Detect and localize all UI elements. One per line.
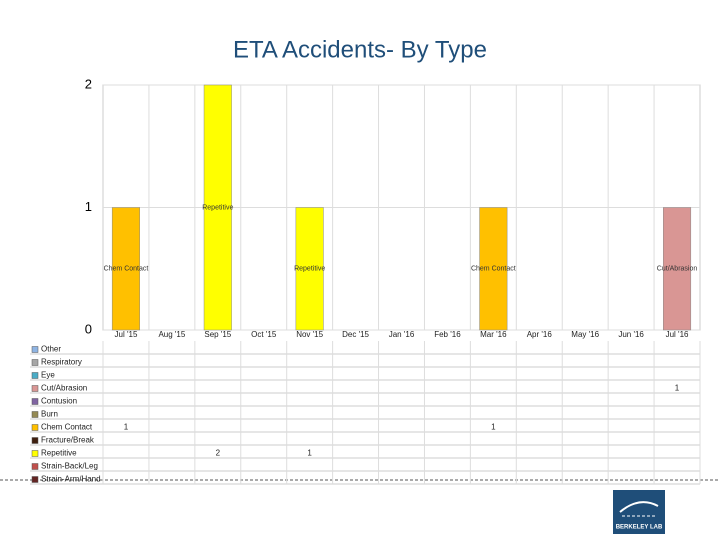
bar-series-label: Repetitive (202, 204, 233, 211)
legend-label: Respiratory (41, 358, 82, 367)
legend-label: Strain-Arm/Hand (41, 475, 101, 484)
logo-box (613, 490, 665, 534)
x-tick-label: May '16 (571, 330, 599, 339)
legend-swatch (31, 359, 39, 366)
x-tick-label: Jan '16 (389, 330, 415, 339)
table-cell: 1 (675, 384, 680, 393)
x-tick-label: Feb '16 (434, 330, 461, 339)
bar (479, 207, 508, 331)
legend-label: Contusion (41, 397, 77, 406)
x-tick-label: Apr '16 (527, 330, 553, 339)
x-tick-label: Jul '16 (666, 330, 689, 339)
legend-label: Fracture/Break (41, 436, 95, 445)
x-tick-label: Nov '15 (296, 330, 323, 339)
x-tick-label: Jun '16 (618, 330, 644, 339)
legend-swatch (31, 476, 39, 483)
bar-series-label: Chem Contact (104, 266, 149, 273)
legend-label: Repetitive (41, 449, 77, 458)
legend-swatch (31, 372, 39, 379)
x-tick-label: Oct '15 (251, 330, 277, 339)
x-tick-label: Aug '15 (158, 330, 185, 339)
logo-text: BERKELEY LAB (616, 525, 663, 531)
legend-swatch (31, 385, 39, 392)
legend-swatch (31, 437, 39, 444)
table-cell: 1 (307, 449, 312, 458)
logo-arc (619, 501, 659, 513)
table-cell: 1 (491, 423, 496, 432)
x-tick-label: Mar '16 (480, 330, 507, 339)
y-tick-label: 2 (85, 76, 92, 91)
legend-swatch (31, 346, 39, 353)
legend-label: Other (41, 345, 61, 354)
legend-swatch (31, 398, 39, 405)
logo: BERKELEY LAB (613, 490, 665, 534)
legend-label: Chem Contact (41, 423, 93, 432)
x-tick-label: Sep '15 (204, 330, 231, 339)
table-cell: 1 (124, 423, 129, 432)
bar (111, 207, 140, 331)
legend-swatch (31, 463, 39, 470)
legend-label: Eye (41, 371, 55, 380)
legend-label: Burn (41, 410, 58, 419)
bar (203, 84, 232, 331)
legend-label: Cut/Abrasion (41, 384, 87, 393)
bar-series-label: Cut/Abrasion (657, 266, 698, 273)
chart-title: ETA Accidents- By Type (233, 36, 487, 63)
legend-swatch (31, 411, 39, 418)
legend-label: Strain-Back/Leg (41, 462, 98, 471)
y-tick-label: 0 (85, 321, 92, 336)
bar (295, 207, 324, 331)
legend-swatch (31, 450, 39, 457)
y-tick-label: 1 (85, 199, 92, 214)
bar-series-label: Chem Contact (471, 266, 516, 273)
x-tick-label: Dec '15 (342, 330, 369, 339)
x-tick-label: Jul '15 (115, 330, 138, 339)
table-cell: 2 (216, 449, 221, 458)
bar-series-label: Repetitive (294, 266, 325, 273)
bar (663, 207, 692, 331)
legend-swatch (31, 424, 39, 431)
